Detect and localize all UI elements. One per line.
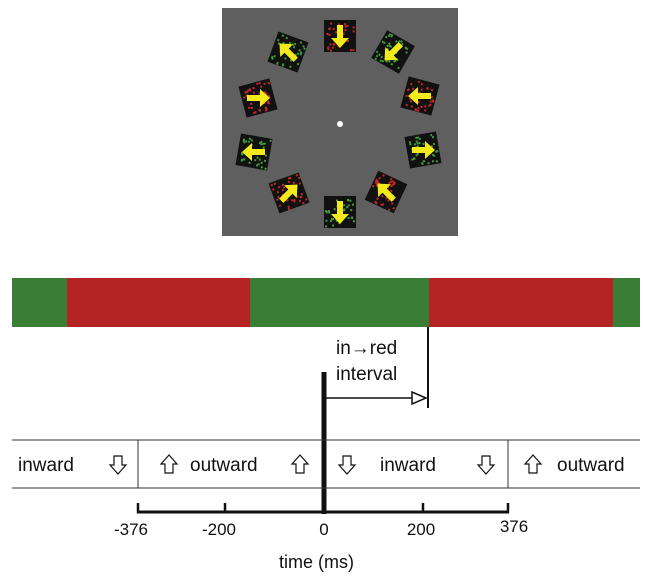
color-segment-green-3 [613,278,640,327]
patch-arrow-icon [408,87,431,105]
patch-arrow-icon [279,184,298,203]
interval-arrow-head [411,390,428,406]
patch-arrow-icon [331,25,349,48]
patch-arrow-icon [242,143,265,161]
stimulus-svg [235,20,442,228]
tick-label-376: 376 [499,517,529,536]
stimulus-patch-lower-right [364,170,408,214]
patch-arrow-icon [247,89,270,107]
annotation-label-line2: interval [336,364,398,385]
stimulus-patch-bottom [324,196,356,228]
patch-arrow-icon [279,43,298,62]
up-arrow-outline-icon [290,454,310,474]
phase-label-inward-1: inward [18,455,74,476]
tick-label-0: 0 [319,520,329,539]
down-arrow-outline-icon [476,455,496,475]
down-arrow-outline-icon [108,455,128,475]
up-arrow-outline-icon [523,454,543,474]
phase-label-outward-2: outward [557,455,625,476]
color-segment-red-1 [67,278,250,327]
patch-arrow-icon [412,141,435,159]
tick-label-neg376: -376 [113,520,149,539]
patch-arrow-icon [331,201,349,224]
stimulus-patch-left-lower [235,133,273,171]
color-timeline-bar [12,278,640,327]
tick-label-neg200: -200 [201,520,237,539]
patch-arrow-icon [377,183,396,202]
stimulus-patch-upper-left [267,31,309,73]
patch-arrow-icon [384,42,403,61]
stimulus-patch-right-lower [404,131,442,169]
phase-label-outward-1: outward [190,455,258,476]
stimulus-patch-upper-right [371,30,415,74]
color-segment-green-1 [12,278,67,327]
fixation-dot [337,121,343,127]
tick-label-200: 200 [406,520,436,539]
up-arrow-outline-icon [159,454,179,474]
time-axis-label: time (ms) [279,552,354,572]
phase-label-inward-2: inward [380,455,436,476]
down-arrow-outline-icon [337,455,357,475]
stimulus-display [222,8,458,236]
stimulus-patch-top [324,20,356,52]
stimulus-patch-left-upper [238,78,278,118]
color-segment-green-2 [250,278,429,327]
stimulus-patch-right-upper [400,76,440,116]
stimulus-patch-lower-left [268,172,310,214]
annotation-label-line1: in→red [336,338,398,359]
color-segment-red-2 [429,278,613,327]
